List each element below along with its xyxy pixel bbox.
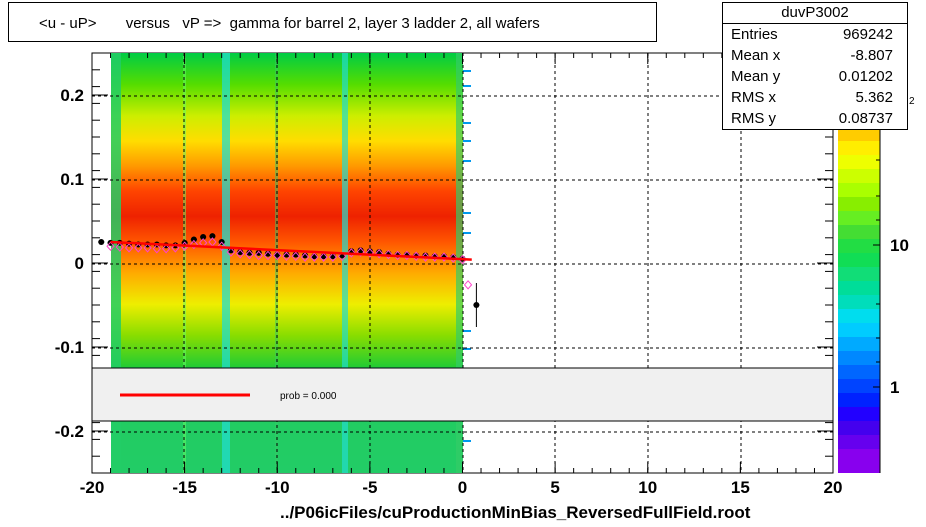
data-point (473, 302, 480, 308)
stats-row: Mean y 0.01202 (723, 66, 907, 87)
data-point (246, 249, 253, 256)
data-point-diamond (449, 253, 458, 263)
stats-value: 969242 (842, 26, 893, 43)
x-tick-label: 15 (731, 478, 750, 497)
data-point-diamond (143, 243, 152, 253)
stats-value: -8.807 (850, 47, 893, 64)
x-axis-title: ../P06icFiles/cuProductionMinBias_Revers… (280, 503, 751, 522)
stats-row: RMS y 0.08737 (723, 108, 907, 129)
heatmap-edge-strip (456, 53, 463, 473)
data-point-diamond (236, 249, 245, 259)
data-point (237, 249, 244, 256)
y-tick-label: 0.1 (60, 170, 84, 189)
data-point-diamond (226, 247, 236, 257)
heatmap-band (111, 53, 463, 367)
data-point-diamond (347, 248, 356, 258)
data-point (255, 249, 262, 256)
heatmap-stripe (222, 53, 230, 473)
data-point (292, 251, 299, 258)
heatmap-edge-strip (111, 53, 121, 473)
y-tick-label: -0.1 (55, 338, 84, 357)
data-point (376, 249, 383, 256)
y-tick-label: 0.2 (60, 86, 84, 105)
data-point-diamond (171, 243, 180, 253)
x-tick-label: -10 (265, 478, 290, 497)
x-tick-label: 0 (458, 478, 467, 497)
stats-value: 0.08737 (838, 110, 893, 127)
x-tick-label: 20 (824, 478, 843, 497)
data-point-diamond (189, 239, 199, 250)
data-point-diamond (402, 250, 412, 261)
data-point-diamond (430, 252, 439, 262)
stats-box: duvP3002 Entries 969242 Mean x -8.807 Mean… (722, 2, 908, 130)
data-point-diamond (421, 252, 430, 262)
stats-key: RMS x (731, 89, 776, 106)
stats-key: RMS y (731, 110, 776, 127)
data-point (209, 233, 216, 240)
data-point-diamond (161, 243, 171, 254)
data-point-diamond (245, 249, 254, 260)
data-point-diamond (300, 252, 310, 262)
y-tick-label: -0.2 (55, 422, 84, 441)
palette-tick-label: 10 (890, 236, 909, 255)
fit-line (110, 240, 472, 261)
palette-tick-label: 1 (890, 378, 899, 397)
y-tick-label: 0 (75, 254, 84, 273)
data-point-diamond (412, 251, 421, 262)
data-point-diamond (319, 252, 328, 262)
x-tick-label: -5 (362, 478, 377, 497)
data-point (200, 233, 207, 240)
data-point-diamond (328, 252, 337, 262)
data-point-diamond (263, 250, 273, 261)
stats-value: 0.01202 (838, 68, 893, 85)
stats-row: Entries 969242 (723, 24, 907, 45)
plot-title: <u - uP> versus vP => gamma for barrel 2… (39, 15, 540, 32)
stats-key: Mean y (731, 68, 781, 85)
data-point-diamond (152, 243, 162, 254)
data-point-diamond (439, 252, 449, 262)
stats-name: duvP3002 (723, 3, 907, 24)
data-marks (98, 233, 480, 327)
data-point-diamond (217, 241, 226, 251)
data-point (302, 252, 309, 259)
data-point-diamond (273, 250, 282, 261)
data-point-diamond (282, 251, 291, 262)
data-point-diamond (384, 249, 393, 260)
palette-exponent-fragment: 2 (909, 96, 915, 107)
stats-key: Mean x (731, 47, 781, 64)
stats-value: 5.362 (855, 89, 893, 106)
data-point-diamond (374, 249, 384, 259)
fit-legend-label: prob = 0.000 (280, 391, 337, 402)
stats-row: Mean x -8.807 (723, 45, 907, 66)
x-tick-label: 5 (550, 478, 559, 497)
x-tick-label: -15 (172, 478, 197, 497)
data-point-diamond (124, 243, 134, 253)
data-point-diamond (106, 241, 115, 251)
data-point (357, 247, 364, 254)
data-point-diamond (115, 242, 124, 252)
data-point (366, 248, 373, 255)
data-point-diamond (356, 247, 365, 257)
data-point (264, 250, 271, 257)
title-box: <u - uP> versus vP => gamma for barrel 2… (8, 2, 657, 42)
data-point-diamond (254, 250, 263, 261)
stats-key: Entries (731, 26, 778, 43)
data-point-diamond (291, 251, 300, 262)
heatmap-sparse-bins (463, 70, 471, 442)
data-point-diamond (365, 248, 375, 258)
heatmap-stripe (342, 53, 348, 473)
data-point-diamond (337, 251, 347, 262)
x-tick-label: 10 (638, 478, 657, 497)
data-point-diamond (393, 250, 402, 261)
stats-row: RMS x 5.362 (723, 87, 907, 108)
data-point-diamond (134, 243, 143, 253)
data-point (283, 251, 290, 258)
x-axis: -20 -15 -10 -5 0 5 10 15 20 (80, 53, 843, 497)
data-point-diamond (463, 280, 473, 290)
data-point (98, 239, 105, 245)
data-point-diamond (310, 252, 319, 262)
data-point (190, 236, 197, 243)
x-tick-label: -20 (80, 478, 105, 497)
